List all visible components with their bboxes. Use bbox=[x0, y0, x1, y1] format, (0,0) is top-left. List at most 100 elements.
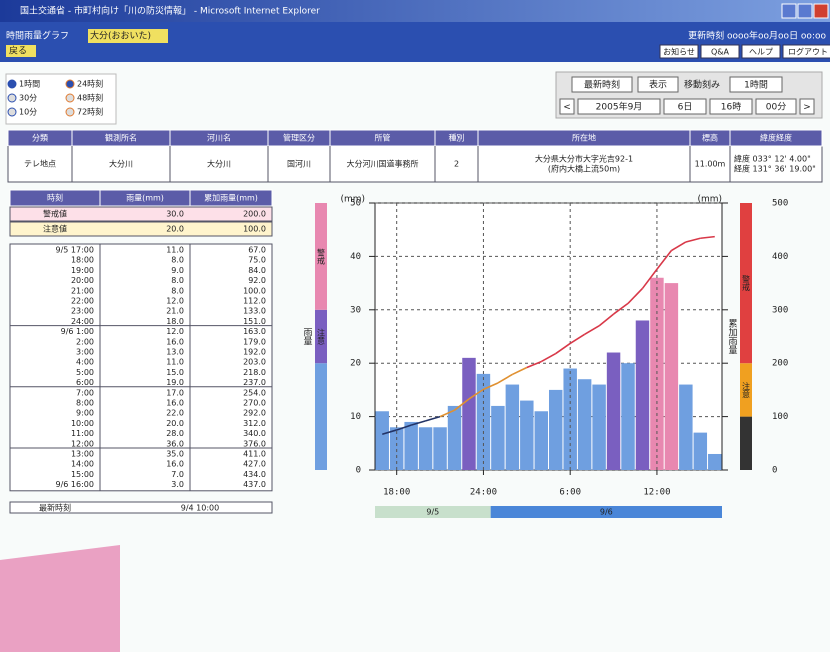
maximize-button[interactable] bbox=[798, 4, 812, 18]
cell-text: 16.0 bbox=[166, 460, 184, 469]
cell-text: 24:00 bbox=[71, 317, 94, 326]
axis-name: 雨量 bbox=[302, 327, 313, 345]
bar bbox=[419, 427, 432, 470]
bar bbox=[520, 401, 533, 470]
threshold-text: 警戒値 bbox=[43, 209, 67, 219]
day-label: 6日 bbox=[678, 102, 693, 113]
y-tick-label: 30 bbox=[350, 305, 361, 315]
cell-text: 国河川 bbox=[287, 159, 311, 169]
level-label: 警戒 bbox=[742, 274, 751, 292]
level-label: 注意 bbox=[742, 381, 751, 398]
threshold-text: 200.0 bbox=[243, 210, 266, 219]
cell-text: 19:00 bbox=[71, 266, 94, 275]
radio[interactable] bbox=[66, 108, 74, 116]
cell-text: 9/6 16:00 bbox=[56, 480, 94, 489]
radio-label: 10分 bbox=[19, 108, 37, 117]
cell-text: 427.0 bbox=[243, 460, 266, 469]
cell-text: 23:00 bbox=[71, 307, 94, 316]
cell-text: 3:00 bbox=[76, 348, 94, 357]
cell-text: 17.0 bbox=[166, 388, 184, 397]
cell-text: 179.0 bbox=[243, 337, 266, 346]
cell-text: 75.0 bbox=[248, 256, 266, 265]
cell-text: 254.0 bbox=[243, 388, 266, 397]
cell-text: 411.0 bbox=[243, 450, 266, 459]
bar bbox=[621, 363, 634, 470]
cell-text: 8.0 bbox=[171, 276, 184, 285]
cell-text: 20:00 bbox=[71, 276, 94, 285]
cell-text: 7:00 bbox=[76, 388, 94, 397]
cell-text: 18.0 bbox=[166, 317, 184, 326]
radio[interactable] bbox=[66, 80, 74, 88]
radio[interactable] bbox=[8, 94, 16, 102]
header-text: 時刻 bbox=[47, 193, 63, 203]
radio-label: 1時間 bbox=[19, 80, 40, 89]
bar bbox=[549, 390, 562, 470]
cell-text: 12.0 bbox=[166, 327, 184, 336]
cell-text: 経度 131° 36' 19.00" bbox=[734, 164, 816, 174]
page-title: 時間雨量グラフ bbox=[6, 30, 69, 42]
cell-text: 21:00 bbox=[71, 286, 94, 295]
axis-name: 累加雨量 bbox=[727, 318, 738, 354]
cell-text: 8.0 bbox=[171, 286, 184, 295]
y2-tick-label: 300 bbox=[772, 305, 788, 315]
cell-text: 20.0 bbox=[166, 419, 184, 428]
cell-text: 4:00 bbox=[76, 358, 94, 367]
bar bbox=[578, 379, 591, 470]
level-band bbox=[315, 363, 327, 470]
header-text: 分類 bbox=[32, 133, 48, 143]
cell-text: 大分川 bbox=[207, 159, 231, 169]
bar bbox=[592, 385, 605, 470]
cell-text: 218.0 bbox=[243, 368, 266, 377]
y-unit: (mm) bbox=[340, 195, 365, 205]
threshold-text: 20.0 bbox=[166, 225, 184, 234]
month-label: 2005年9月 bbox=[596, 101, 643, 113]
cell-text: 11.0 bbox=[166, 358, 184, 367]
radio[interactable] bbox=[66, 94, 74, 102]
cell-text: 434.0 bbox=[243, 470, 266, 479]
cell-text: 19.0 bbox=[166, 378, 184, 387]
bar bbox=[679, 385, 692, 470]
cell-text: 340.0 bbox=[243, 429, 266, 438]
cell-text: 151.0 bbox=[243, 317, 266, 326]
bar bbox=[607, 353, 620, 470]
minimize-button[interactable] bbox=[782, 4, 796, 18]
header-text: 標高 bbox=[702, 133, 718, 143]
latest-label: 最新時刻 bbox=[584, 79, 620, 91]
header-text: 所管 bbox=[375, 133, 391, 143]
table-body bbox=[10, 244, 272, 491]
cell-text: 21.0 bbox=[166, 307, 184, 316]
cell-text: 6:00 bbox=[76, 378, 94, 387]
cell-text: 5:00 bbox=[76, 368, 94, 377]
link-label: ログアウト bbox=[788, 47, 828, 57]
prev-label: < bbox=[563, 103, 571, 113]
station-name: 大分(おおいた) bbox=[90, 30, 151, 42]
cell-text: 237.0 bbox=[243, 378, 266, 387]
cell-text: 12.0 bbox=[166, 297, 184, 306]
radio-label: 72時刻 bbox=[77, 107, 103, 117]
cell-text: 16.0 bbox=[166, 337, 184, 346]
cell-text: 9/6 1:00 bbox=[61, 327, 94, 336]
cell-text: 376.0 bbox=[243, 439, 266, 448]
bar bbox=[448, 406, 461, 470]
footer-text: 9/4 10:00 bbox=[181, 504, 219, 513]
cell-text: 67.0 bbox=[248, 246, 266, 255]
header-text: 所在地 bbox=[572, 133, 596, 143]
radio-label: 30分 bbox=[19, 94, 37, 103]
cell-text: 2 bbox=[454, 160, 459, 169]
window-title: 国土交通省 - 市町村向け「川の防災情報」 - Microsoft Intern… bbox=[20, 5, 320, 17]
x-tick-label: 6:00 bbox=[559, 488, 581, 498]
cell-text: 緯度 033° 12' 4.00" bbox=[734, 154, 811, 164]
close-button[interactable] bbox=[814, 4, 828, 18]
link-label: お知らせ bbox=[663, 47, 695, 57]
radio[interactable] bbox=[8, 108, 16, 116]
header-text: 緯度経度 bbox=[760, 133, 792, 143]
y-tick-label: 20 bbox=[350, 359, 361, 369]
update-time: 更新時刻 oooo年oo月oo日 oo:oo bbox=[688, 30, 826, 42]
cell-text: 35.0 bbox=[166, 450, 184, 459]
cell-text: 28.0 bbox=[166, 429, 184, 438]
cell-text: 11.0 bbox=[166, 246, 184, 255]
radio[interactable] bbox=[8, 80, 16, 88]
cell-text: 133.0 bbox=[243, 307, 266, 316]
date-label: 9/6 bbox=[600, 508, 613, 517]
date-label: 9/5 bbox=[426, 508, 439, 517]
